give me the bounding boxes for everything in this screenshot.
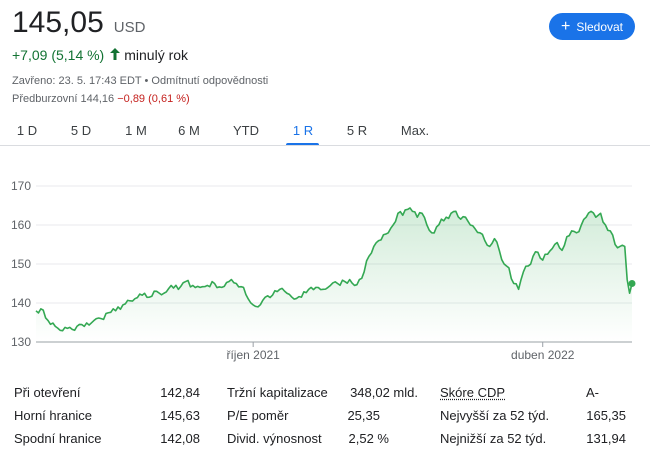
premarket-change: −0,89 (0,61 %) (117, 93, 190, 105)
stat-52high-label: Nejvyšší za 52 týd. (440, 408, 550, 423)
tab-max[interactable]: Max. (400, 123, 430, 138)
separator-dot: • (144, 75, 152, 87)
stat-high-value: 145,63 (160, 408, 200, 423)
stat-open-label: Při otevření (14, 385, 81, 400)
stat-52low-label: Nejnižší za 52 týd. (440, 431, 547, 446)
stat-pe-value: 25,35 (347, 408, 380, 423)
last-price-dot (628, 280, 636, 287)
follow-button[interactable]: + Sledovat (549, 13, 635, 40)
stat-mktcap-label: Tržní kapitalizace (227, 385, 328, 400)
stat-div-label: Divid. výnosnost (227, 431, 322, 446)
stat-high-label: Horní hranice (14, 408, 93, 423)
stat-cdp-value: A- (586, 385, 599, 400)
tab-5d[interactable]: 5 D (70, 123, 92, 138)
current-price: 145,05 (12, 6, 104, 39)
change-period: minulý rok (124, 47, 189, 63)
tabs-divider (0, 145, 650, 146)
tab-ytd[interactable]: YTD (233, 123, 259, 138)
stat-mktcap-value: 348,02 mld. (350, 385, 418, 400)
arrow-up-icon (110, 47, 121, 63)
quote-header: 145,05 USD (12, 6, 145, 40)
change-value: +7,09 (5,14 %) (12, 47, 105, 63)
stat-pe-label: P/E poměr (227, 408, 289, 423)
follow-button-label: Sledovat (576, 19, 624, 34)
plus-icon: + (560, 17, 571, 35)
y-tick-160: 160 (11, 218, 31, 232)
active-tab-indicator (286, 143, 319, 146)
price-line (35, 207, 633, 332)
tab-1m[interactable]: 1 M (125, 123, 147, 138)
currency: USD (113, 19, 146, 36)
y-tick-140: 140 (11, 296, 31, 310)
premarket-price: 144,16 (80, 93, 115, 105)
tab-5y[interactable]: 5 R (346, 123, 368, 138)
stat-52high-value: 165,35 (586, 408, 626, 423)
tab-1y[interactable]: 1 R (292, 123, 314, 138)
price-change: +7,09 (5,14 %) minulý rok (12, 47, 188, 63)
stat-open-value: 142,84 (160, 385, 200, 400)
stat-div-value: 2,52 % (348, 431, 389, 446)
price-chart: 130 140 150 160 170 říjen 2021 duben 2022 (11, 179, 636, 362)
closed-info: Zavřeno: 23. 5. 17:43 EDT • Odmítnutí od… (12, 75, 268, 87)
range-tabs: 1 D 5 D 1 M 6 M YTD 1 R 5 R Max. (0, 121, 650, 146)
y-tick-170: 170 (11, 179, 31, 193)
tab-1d[interactable]: 1 D (16, 123, 38, 138)
x-tick-label-1: duben 2022 (511, 348, 575, 362)
premarket-label: Předburzovní (12, 93, 78, 105)
disclaimer-link[interactable]: Odmítnutí odpovědnosti (151, 75, 269, 87)
x-tick-label-0: říjen 2021 (226, 348, 280, 362)
y-tick-130: 130 (11, 335, 31, 349)
tab-6m[interactable]: 6 M (178, 123, 200, 138)
premarket-info: Předburzovní 144,16 −0,89 (0,61 %) (12, 93, 190, 105)
y-tick-150: 150 (11, 257, 31, 271)
stat-low-label: Spodní hranice (14, 431, 102, 446)
stat-low-value: 142,08 (160, 431, 200, 446)
stat-cdp-label[interactable]: Skóre CDP (440, 385, 506, 400)
price-area-fill (36, 207, 632, 342)
stat-52low-value: 131,94 (586, 431, 626, 446)
closed-text: Zavřeno: 23. 5. 17:43 EDT (12, 75, 142, 87)
